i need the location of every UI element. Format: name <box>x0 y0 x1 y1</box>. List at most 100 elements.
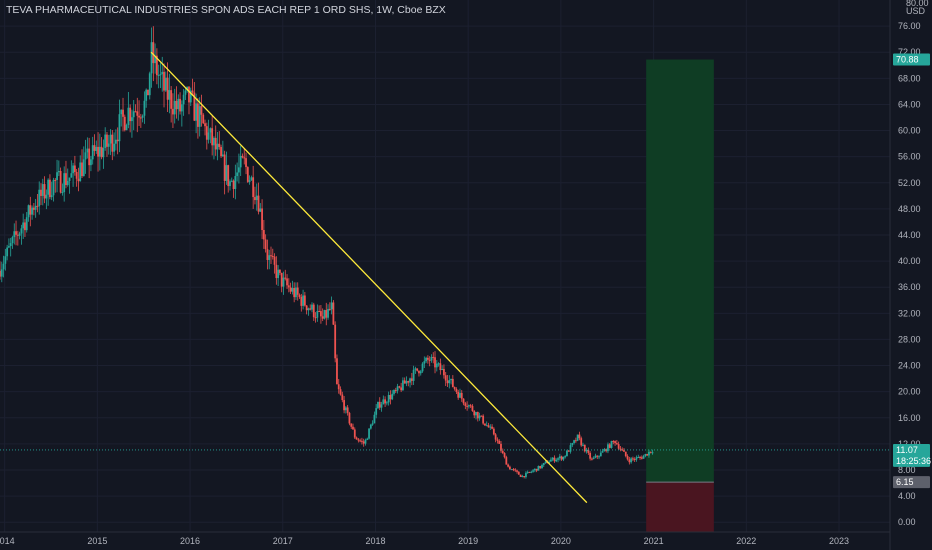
candle-body <box>630 458 633 463</box>
candle-body <box>280 272 283 287</box>
candle-body <box>145 89 148 101</box>
candle-body <box>362 441 365 444</box>
candle-body <box>328 308 331 310</box>
candle-body <box>466 405 469 407</box>
candle-body <box>526 471 529 473</box>
candle-body <box>514 469 517 471</box>
x-tick-label: 2014 <box>0 536 15 546</box>
candle-body <box>464 403 467 406</box>
candle-body <box>450 378 452 381</box>
y-tick-label: 44.00 <box>898 230 921 240</box>
candle-body <box>628 459 631 463</box>
candle-body <box>585 449 588 452</box>
candle-body <box>32 207 35 210</box>
candle-body <box>380 404 383 408</box>
candle-body <box>193 92 196 121</box>
candle-body <box>296 287 299 295</box>
candle-body <box>148 73 151 96</box>
candle-body <box>402 380 404 391</box>
candle-body <box>393 390 395 394</box>
candle-body <box>441 368 444 371</box>
candle-body <box>323 310 326 319</box>
candle-body <box>396 386 399 391</box>
candle-body <box>635 457 638 460</box>
candle-body <box>451 378 454 387</box>
candle-body <box>157 74 160 76</box>
candle-body <box>619 448 622 450</box>
candle-body <box>394 390 397 392</box>
price-tag <box>893 454 930 467</box>
candle-body <box>6 247 9 257</box>
candle-body <box>475 412 477 416</box>
candle-body <box>389 395 392 400</box>
candle-body <box>84 152 87 160</box>
candle-body <box>571 443 574 446</box>
long-position-tool[interactable] <box>646 59 714 532</box>
candle-body <box>159 74 162 76</box>
candle-body <box>591 458 593 460</box>
trendline[interactable] <box>150 51 588 504</box>
price-tag-label: 18:25:36 <box>896 456 931 466</box>
candle-body <box>27 205 30 218</box>
candle-body <box>139 117 142 119</box>
candle-body <box>582 444 584 446</box>
candle-body <box>182 94 185 105</box>
candle-body <box>539 465 542 469</box>
candle-body <box>211 128 214 146</box>
candle-body <box>599 452 602 457</box>
candle-body <box>437 363 440 365</box>
candle-body <box>97 146 99 157</box>
candle-body <box>120 109 123 115</box>
profit-zone[interactable] <box>646 59 714 483</box>
loss-zone[interactable] <box>646 482 714 532</box>
candle-body <box>227 165 230 187</box>
candle-body <box>505 457 508 465</box>
candle-body <box>471 405 474 412</box>
time-axis-ticks: 2014 2015 2016 2017 2018 2019 2020 2021 2022 2023 <box>0 536 849 546</box>
candle-body <box>100 146 103 158</box>
candle-body <box>141 115 144 118</box>
candle-body <box>136 111 139 116</box>
candle-body <box>268 255 271 260</box>
candle-body <box>45 194 48 199</box>
candle-body <box>489 426 492 428</box>
candle-body <box>191 90 194 93</box>
candle-body <box>462 398 465 404</box>
candle-body <box>400 387 403 391</box>
candle-body <box>405 381 408 384</box>
candle-body <box>580 438 583 446</box>
price-axis-top-label: 80.00 <box>906 0 929 8</box>
candle-body <box>175 100 178 110</box>
candle-body <box>642 455 645 459</box>
candle-body <box>195 103 198 121</box>
candle-body <box>172 108 174 115</box>
candle-body <box>109 134 112 144</box>
candle-body <box>587 449 590 453</box>
candle-body <box>617 444 620 449</box>
candle-body <box>82 159 85 177</box>
candle-body <box>86 148 89 153</box>
candle-body <box>257 195 260 212</box>
candle-body <box>98 146 101 157</box>
candle-body <box>177 98 180 110</box>
candle-body <box>138 115 140 118</box>
candle-body <box>248 180 251 182</box>
candle-body <box>439 363 442 371</box>
candle-body <box>218 143 221 147</box>
candle-body <box>116 139 119 142</box>
candle-body <box>106 134 108 147</box>
candle-body <box>309 308 312 310</box>
candle-body <box>521 476 524 478</box>
candle-body <box>316 311 319 318</box>
candle-body <box>507 464 510 467</box>
candle-body <box>425 357 428 362</box>
candle-body <box>453 386 456 389</box>
candle-body <box>480 415 483 417</box>
candle-body <box>198 106 201 127</box>
candle-body <box>234 176 237 190</box>
candle-body <box>409 378 411 383</box>
candle-body <box>129 107 132 122</box>
candle-body <box>147 89 149 96</box>
